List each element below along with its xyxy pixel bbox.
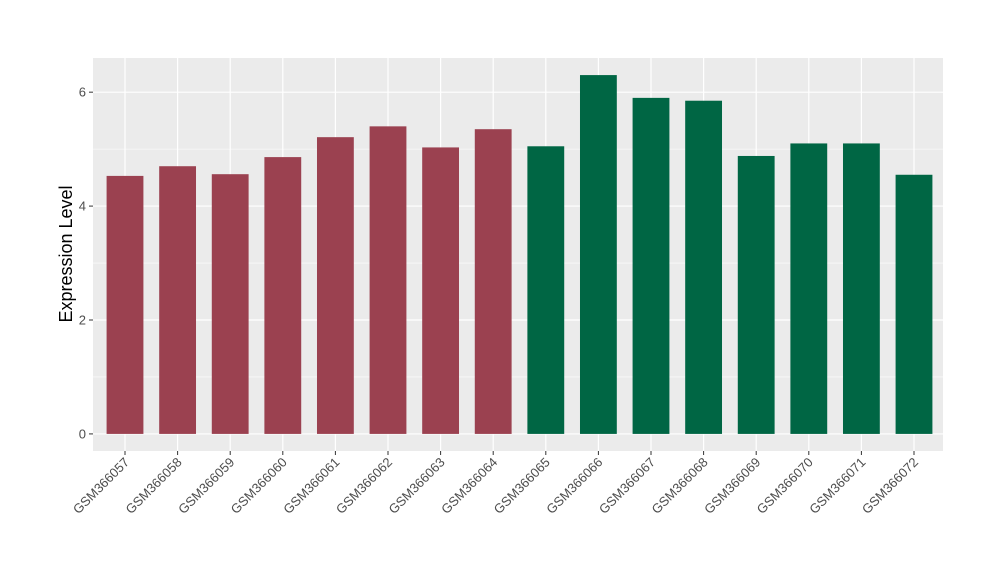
y-tick-label: 0 [79, 426, 86, 441]
bar [211, 174, 249, 434]
y-tick-label: 2 [79, 313, 86, 328]
bar [474, 129, 512, 434]
bar [895, 174, 933, 434]
bar [737, 155, 775, 434]
y-axis: 0 2 4 6 [79, 85, 93, 441]
bar [685, 100, 723, 434]
bar [159, 166, 197, 434]
bar [106, 175, 144, 434]
bar [579, 75, 617, 434]
y-tick-label: 6 [79, 85, 86, 100]
y-axis-title: Expression Level [56, 185, 76, 322]
x-tick-label: GSM366072 [859, 455, 921, 517]
x-axis: GSM366057GSM366058GSM366059GSM366060GSM3… [70, 451, 921, 517]
bar [316, 137, 354, 434]
bar [527, 146, 565, 434]
y-tick-label: 4 [79, 199, 86, 214]
bar [264, 157, 302, 434]
bar [632, 97, 670, 434]
bar [842, 143, 880, 434]
bar [369, 126, 407, 434]
bar [790, 143, 828, 434]
bars [106, 75, 933, 434]
bar [422, 147, 460, 434]
